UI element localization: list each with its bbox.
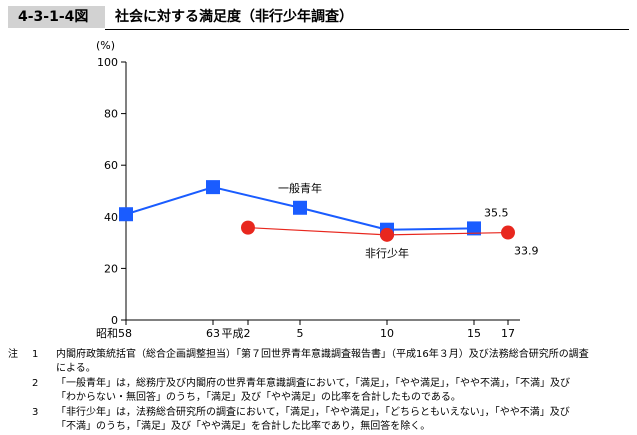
y-tick-label: 100	[97, 56, 118, 69]
series-layer: 一般青年 35.5 非行少年 33.9	[119, 180, 539, 260]
figure-number: 4-3-1-4図	[8, 6, 105, 28]
y-tick-label: 40	[104, 211, 118, 224]
note-1: 注 1 内閣府政策統括官（総合企画調整担当）「第７回世界青年意識調査報告書」（平…	[8, 348, 633, 377]
data-point-circle	[380, 227, 394, 242]
series-name-label: 非行少年	[365, 246, 409, 260]
title-rule	[105, 29, 629, 30]
x-axis: 昭和58 63 平成2 5 10 15 17	[96, 319, 520, 340]
data-point-square	[206, 180, 220, 195]
figure-header: 4-3-1-4図 社会に対する満足度（非行少年調査）	[0, 4, 637, 30]
y-tick-label: 60	[104, 159, 118, 172]
notes-mark: 注	[8, 349, 18, 360]
x-tick-label: 15	[467, 327, 481, 340]
x-tick-label: 63	[206, 327, 220, 340]
note-2: 2 「一般青年」は，総務庁及び内閣府の世界青年意識調査において，「満足」，「やや…	[8, 377, 633, 406]
data-point-square	[467, 221, 481, 236]
series-name-label: 一般青年	[278, 181, 322, 195]
line-chart: (%) 0 20 40 60 80 100 昭和58 63 平成2 5 10 15 17 一般青年 35…	[96, 39, 539, 340]
note-text: 内閣府政策統括官（総合企画調整担当）「第７回世界青年意識調査報告書」（平成16年…	[56, 349, 589, 360]
note-3: 3 「非行少年」は，法務総合研究所の調査において，「満足」，「やや満足」，「どち…	[8, 406, 633, 435]
note-number: 1	[32, 349, 39, 360]
x-tick-label: 10	[380, 327, 394, 340]
data-point-square	[119, 207, 133, 222]
y-axis-unit: (%)	[96, 39, 115, 52]
data-point-circle	[241, 220, 255, 235]
end-value-label: 33.9	[514, 245, 539, 258]
note-number: 3	[32, 407, 39, 418]
data-point-circle	[501, 225, 515, 240]
x-tick-label: 17	[501, 327, 515, 340]
note-number: 2	[32, 378, 39, 389]
y-tick-label: 80	[104, 108, 118, 121]
note-text: 「わからない・無回答」のうち，「満足」及び「やや満足」の比率を合計したものである…	[56, 392, 461, 403]
x-tick-label: 昭和58	[96, 327, 132, 340]
x-tick-label: 5	[297, 327, 304, 340]
notes: 注 1 内閣府政策統括官（総合企画調整担当）「第７回世界青年意識調査報告書」（平…	[8, 348, 633, 435]
y-tick-label: 0	[111, 314, 118, 327]
x-tick-label: 平成2	[222, 327, 251, 340]
figure-title: 社会に対する満足度（非行少年調査）	[115, 9, 353, 25]
data-point-square	[293, 200, 307, 215]
y-tick-label: 20	[104, 262, 118, 275]
note-text: による。	[56, 363, 96, 374]
note-text: 「不満」のうち，「満足」及び「やや満足」を合計した比率であり，無回答を除く。	[56, 421, 431, 432]
note-text: 「一般青年」は，総務庁及び内閣府の世界青年意識調査において，「満足」，「やや満足…	[56, 378, 570, 389]
end-value-label: 35.5	[484, 206, 509, 219]
y-axis: 0 20 40 60 80 100	[97, 56, 127, 327]
note-text: 「非行少年」は，法務総合研究所の調査において，「満足」，「やや満足」，「どちらと…	[56, 407, 570, 418]
